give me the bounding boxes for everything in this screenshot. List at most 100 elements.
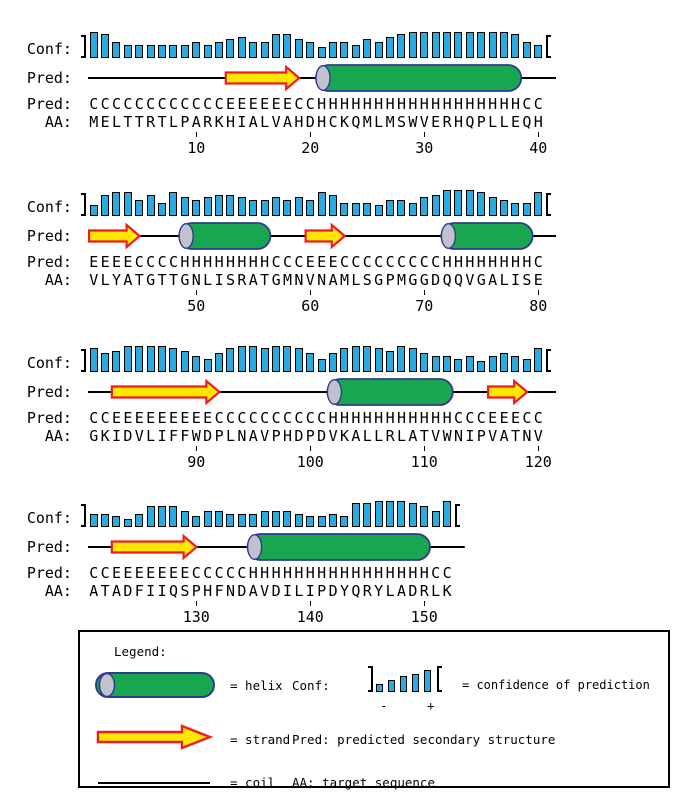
ruler-row: 10 20 30 40 bbox=[0, 132, 689, 164]
aa-letter: I bbox=[146, 582, 156, 600]
aa-letter: M bbox=[339, 271, 350, 289]
conf-bar bbox=[214, 42, 223, 58]
aa-letter: L bbox=[146, 427, 156, 445]
conf-bar bbox=[374, 42, 383, 58]
conf-bar-cell bbox=[430, 342, 441, 372]
conf-bar bbox=[192, 42, 201, 58]
pred-letter: C bbox=[260, 409, 270, 427]
ruler-number: 140 bbox=[296, 608, 324, 626]
pred-letter: C bbox=[476, 409, 486, 427]
pred-letter: C bbox=[89, 409, 99, 427]
confidence-right-bracket bbox=[454, 504, 460, 527]
pred-letter: H bbox=[385, 564, 395, 582]
aa-letter: E bbox=[431, 113, 441, 131]
conf-bar bbox=[385, 200, 394, 216]
conf-bar-cell bbox=[111, 28, 122, 58]
aa-letter: A bbox=[248, 582, 258, 600]
conf-bar-cell bbox=[282, 28, 293, 58]
aa-letter: A bbox=[111, 582, 122, 600]
conf-bar bbox=[534, 44, 543, 58]
ruler-tick bbox=[309, 446, 312, 451]
pred-letter: C bbox=[465, 409, 475, 427]
conf-bar bbox=[306, 200, 315, 216]
pred-letter: H bbox=[453, 95, 464, 113]
conf-bar bbox=[408, 348, 417, 372]
conf-bar bbox=[442, 189, 451, 216]
strand-arrow bbox=[304, 222, 347, 250]
pred-letter: E bbox=[248, 95, 258, 113]
aa-letter: N bbox=[522, 427, 532, 445]
pred-letter: H bbox=[328, 564, 338, 582]
ruler-tick bbox=[195, 132, 198, 137]
aa-letter: V bbox=[431, 427, 441, 445]
conf-bar bbox=[123, 345, 132, 372]
conf-bar bbox=[454, 358, 463, 372]
conf-bar-cell bbox=[134, 28, 145, 58]
pred-letter: H bbox=[214, 253, 224, 271]
conf-bar bbox=[169, 505, 178, 527]
strand-arrow bbox=[224, 64, 301, 92]
pred-letter: C bbox=[431, 564, 441, 582]
pred-letter: H bbox=[510, 95, 521, 113]
aa-letter: N bbox=[225, 582, 236, 600]
conf-bar bbox=[180, 350, 189, 372]
pred-letter: C bbox=[362, 253, 372, 271]
conf-bar bbox=[203, 358, 212, 372]
aa-letter: I bbox=[111, 427, 122, 445]
pred-letter: E bbox=[89, 253, 99, 271]
aa-letter: D bbox=[237, 582, 247, 600]
conf-bar-cell bbox=[419, 342, 430, 372]
conf-bar bbox=[431, 194, 440, 216]
conf-bar bbox=[180, 511, 189, 527]
aa-letter: P bbox=[385, 271, 395, 289]
pred-letter: H bbox=[431, 95, 441, 113]
pred-letter: C bbox=[339, 253, 350, 271]
pred-letter: H bbox=[442, 409, 452, 427]
confidence-row: Conf: bbox=[0, 342, 689, 372]
conf-bar-cell bbox=[179, 497, 190, 527]
cartoon-svg bbox=[88, 378, 556, 406]
pred-row-label: Pred: bbox=[26, 253, 81, 271]
aa-letter: R bbox=[237, 271, 247, 289]
conf-bar bbox=[214, 511, 223, 527]
confidence-minus: - bbox=[380, 698, 388, 713]
conf-bar-cell bbox=[168, 342, 179, 372]
conf-bar-cell bbox=[202, 497, 213, 527]
pred-letter: E bbox=[111, 564, 122, 582]
pred-letter: H bbox=[374, 564, 384, 582]
conf-bar bbox=[340, 348, 349, 372]
conf-bar bbox=[442, 500, 451, 527]
conf-bar bbox=[192, 200, 201, 216]
conf-bar-cell bbox=[441, 28, 452, 58]
aa-letter: V bbox=[260, 582, 270, 600]
conf-bar-cell bbox=[521, 186, 532, 216]
conf-bar bbox=[260, 511, 269, 527]
confidence-bars bbox=[81, 342, 558, 372]
aa-letter: L bbox=[385, 582, 395, 600]
aa-letter: L bbox=[111, 113, 122, 131]
aa-letter: L bbox=[396, 427, 407, 445]
aa-letter: P bbox=[191, 582, 201, 600]
aa-letter: D bbox=[408, 582, 418, 600]
aa-letter: G bbox=[476, 271, 486, 289]
conf-bar-cell bbox=[145, 186, 156, 216]
aa-letter: Q bbox=[453, 271, 464, 289]
conf-bar-cell bbox=[430, 186, 441, 216]
conf-bar-cell bbox=[156, 342, 167, 372]
conf-bar-cell bbox=[191, 186, 202, 216]
pred-letter: C bbox=[294, 253, 304, 271]
aa-row-label: AA: bbox=[44, 271, 81, 289]
conf-bar-cell bbox=[305, 342, 316, 372]
conf-bar-cell bbox=[339, 186, 350, 216]
conf-bar-cell bbox=[521, 28, 532, 58]
ruler-row: 90 100 110 120 bbox=[0, 446, 689, 478]
aa-letter: L bbox=[374, 113, 384, 131]
pred-letter: H bbox=[305, 564, 315, 582]
pred-letter: H bbox=[362, 564, 372, 582]
conf-bar bbox=[283, 200, 292, 216]
aa-letter: N bbox=[191, 271, 201, 289]
conf-bar-cell bbox=[430, 497, 441, 527]
conf-bar-cell bbox=[88, 342, 99, 372]
conf-bar bbox=[112, 192, 121, 216]
conf-bar-cell bbox=[498, 342, 509, 372]
